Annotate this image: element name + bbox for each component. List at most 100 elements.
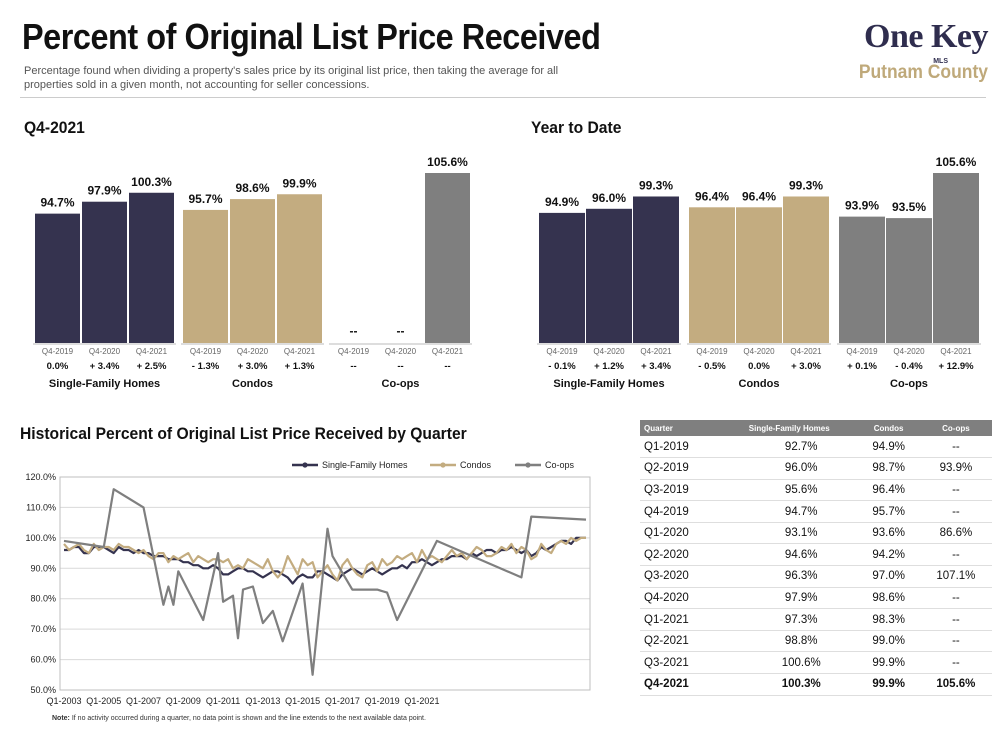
- legend-marker: [302, 462, 308, 468]
- y-tick-label: 90.0%: [30, 563, 56, 573]
- table-row: Q2-2019 96.0% 98.7% 93.9%: [640, 457, 992, 480]
- cell-sfh: 94.7%: [720, 500, 858, 523]
- bar-value-label: 96.4%: [742, 189, 776, 203]
- y-tick-label: 110.0%: [26, 502, 56, 512]
- bar-period-label: Q4-2019: [42, 347, 74, 356]
- bar-value-label: 93.9%: [845, 199, 879, 213]
- bar-change-label: --: [444, 361, 450, 372]
- bar-change-label: - 0.5%: [698, 361, 726, 372]
- cell-coops: --: [919, 500, 992, 523]
- bar-change-label: - 0.1%: [548, 361, 576, 372]
- cell-sfh: 97.3%: [720, 608, 858, 631]
- cell-coops: 107.1%: [919, 565, 992, 588]
- y-tick-label: 80.0%: [30, 594, 56, 604]
- bar-change-label: + 3.0%: [791, 361, 821, 372]
- bar-value-label: 94.7%: [40, 196, 74, 210]
- group-name-label: Co-ops: [382, 378, 420, 390]
- cell-sfh: 98.8%: [720, 630, 858, 653]
- cell-quarter: Q4-2019: [640, 500, 721, 523]
- cell-coops: --: [919, 587, 992, 610]
- bar-period-label: Q4-2021: [136, 347, 168, 356]
- bar: [586, 208, 632, 343]
- bar-period-label: Q4-2020: [89, 347, 121, 356]
- cell-condos: 99.9%: [857, 651, 920, 675]
- bar-value-label: 93.5%: [892, 200, 926, 214]
- x-tick-label: Q1-2013: [245, 696, 280, 706]
- history-line-chart: 50.0% 60.0% 70.0% 80.0% 90.0% 100.0% 110.0% 120…: [25, 460, 591, 722]
- bar-period-label: Q4-2019: [338, 347, 370, 356]
- history-table-header: Quarter Single-Family Homes Condos Co-op…: [640, 420, 992, 436]
- bar-period-label: Q4-2021: [640, 347, 672, 356]
- y-tick-label: 60.0%: [30, 655, 56, 665]
- table-row: Q3-2021 100.6% 99.9% --: [640, 651, 992, 675]
- header-divider: [20, 97, 986, 98]
- cell-sfh: 100.3%: [720, 673, 858, 696]
- bar: [839, 216, 885, 343]
- legend-label: Single-Family Homes: [322, 460, 408, 470]
- cell-sfh: 100.6%: [720, 651, 858, 675]
- cell-quarter: Q1-2019: [640, 436, 721, 459]
- cell-quarter: Q1-2020: [640, 522, 721, 545]
- cell-coops: --: [919, 479, 992, 502]
- bar-change-label: - 0.4%: [895, 361, 923, 372]
- bar-value-label: 99.3%: [639, 178, 673, 192]
- cell-quarter: Q2-2021: [640, 630, 721, 653]
- bar-change-label: 0.0%: [748, 361, 770, 372]
- cell-condos: 98.7%: [857, 457, 920, 480]
- bar: [783, 196, 829, 343]
- legend-marker: [440, 462, 446, 468]
- page-subtitle: Percentage found when dividing a propert…: [24, 65, 559, 91]
- cell-condos: 97.0%: [857, 565, 920, 588]
- bar-period-label: Q4-2019: [546, 347, 578, 356]
- bar-period-label: Q4-2020: [237, 347, 269, 356]
- bar: [183, 209, 228, 343]
- cell-quarter: Q3-2019: [640, 479, 721, 502]
- y-tick-label: 50.0%: [30, 685, 56, 695]
- bar: [539, 212, 585, 343]
- table-row: Q1-2019 92.7% 94.9% --: [640, 436, 992, 459]
- bar-period-label: Q4-2021: [940, 347, 972, 356]
- bar-change-label: --: [397, 361, 403, 372]
- col-sfh: Single-Family Homes: [720, 420, 858, 436]
- bar: [933, 173, 979, 343]
- bar: [230, 199, 275, 343]
- cell-quarter: Q4-2021: [640, 673, 721, 696]
- bar-period-label: Q4-2019: [696, 347, 728, 356]
- cell-sfh: 97.9%: [720, 587, 858, 610]
- bar: [129, 192, 174, 343]
- cell-quarter: Q3-2021: [640, 651, 721, 675]
- bar: [35, 213, 80, 343]
- col-quarter: Quarter: [640, 420, 721, 436]
- table-row: Q1-2021 97.3% 98.3% --: [640, 608, 992, 631]
- cell-condos: 98.6%: [857, 587, 920, 610]
- table-row: Q4-2019 94.7% 95.7% --: [640, 500, 992, 523]
- logo-wordmark: One Key: [864, 18, 988, 55]
- q4-heading: Q4-2021: [24, 118, 85, 137]
- cell-quarter: Q2-2020: [640, 543, 721, 567]
- bar-value-label: 94.9%: [545, 195, 579, 209]
- cell-coops: 86.6%: [919, 522, 992, 545]
- bar-period-label: Q4-2020: [593, 347, 625, 356]
- x-tick-label: Q1-2021: [404, 696, 439, 706]
- bar-value-label: 100.3%: [131, 175, 172, 189]
- group-name-label: Single-Family Homes: [553, 378, 664, 390]
- q4-bar-chart: 94.7% Q4-2019 0.0% 97.9% Q4-2020 + 3.4% 100.3%…: [33, 155, 472, 390]
- legend-label: Condos: [460, 460, 492, 470]
- cell-coops: --: [919, 630, 992, 653]
- table-row: Q4-2021 100.3% 99.9% 105.6%: [640, 673, 992, 696]
- ytd-bar-chart: 94.9% Q4-2019 - 0.1% 96.0% Q4-2020 + 1.2% 99.3…: [537, 155, 981, 390]
- cell-quarter: Q4-2020: [640, 587, 721, 610]
- y-tick-label: 70.0%: [30, 624, 56, 634]
- bar-value-label: --: [350, 324, 358, 338]
- cell-condos: 94.9%: [857, 436, 920, 459]
- x-tick-label: Q1-2015: [285, 696, 320, 706]
- cell-quarter: Q3-2020: [640, 565, 721, 588]
- cell-sfh: 95.6%: [720, 479, 858, 502]
- series-line: [63, 536, 586, 582]
- table-row: Q1-2020 93.1% 93.6% 86.6%: [640, 522, 992, 545]
- cell-condos: 98.3%: [857, 608, 920, 631]
- bar-value-label: 99.3%: [789, 178, 823, 192]
- bar-period-label: Q4-2020: [743, 347, 775, 356]
- cell-condos: 99.9%: [857, 673, 920, 696]
- bar-period-label: Q4-2021: [790, 347, 822, 356]
